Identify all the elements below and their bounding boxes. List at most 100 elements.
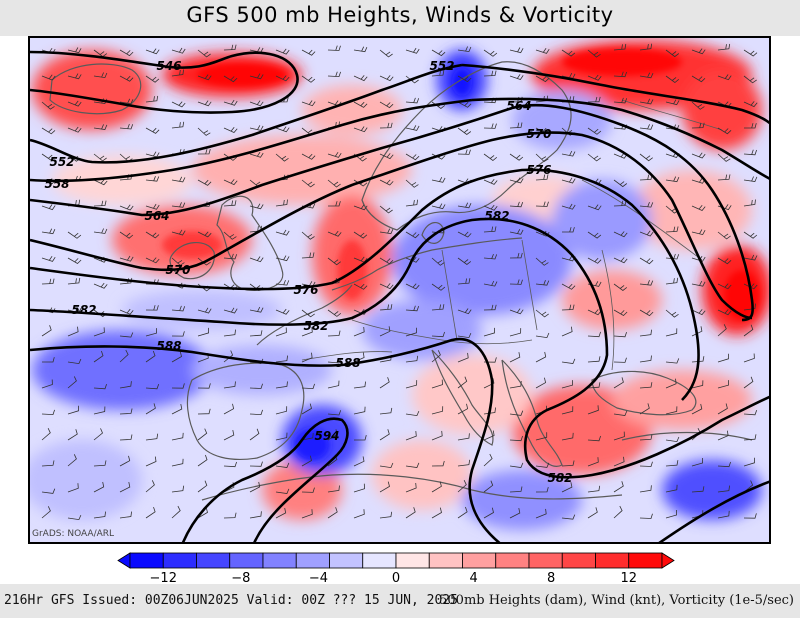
wind-barb <box>561 432 574 441</box>
wind-barb <box>457 231 472 238</box>
wind-barb <box>275 355 288 363</box>
contour-564-west <box>30 106 513 217</box>
contour-label: 558 <box>44 177 69 191</box>
wind-barb <box>535 377 547 389</box>
wind-barb <box>587 507 598 519</box>
wind-barb <box>457 257 472 266</box>
wind-barb <box>275 488 290 494</box>
wind-barb <box>197 127 211 136</box>
wind-barb <box>275 308 290 315</box>
wind-barb <box>249 256 264 263</box>
wind-barb <box>353 352 365 363</box>
wind-barb <box>717 174 731 181</box>
wind-barb <box>639 403 650 415</box>
title-bar: GFS 500 mb Heights, Winds & Vorticity <box>0 0 800 36</box>
wind-barb <box>197 49 211 58</box>
wind-barb <box>223 253 238 260</box>
wind-barb <box>145 231 160 239</box>
wind-barb <box>613 179 628 188</box>
wind-barb <box>509 410 524 416</box>
wind-barb <box>41 460 55 467</box>
wind-barb <box>483 378 495 389</box>
wind-barb <box>275 255 290 262</box>
wind-barb <box>639 461 653 467</box>
contour-label: 570 <box>165 263 190 277</box>
wind-barb <box>197 74 212 81</box>
wind-barb <box>639 355 652 363</box>
wind-barb <box>743 176 758 182</box>
contour-label: 582 <box>303 319 328 333</box>
wind-barb <box>561 358 576 364</box>
colorbar-tick-label: −8 <box>231 571 250 585</box>
wind-barb <box>119 231 134 239</box>
wind-barb <box>171 69 184 77</box>
wind-barb <box>301 75 316 83</box>
wind-barb <box>275 48 290 55</box>
wind-barb <box>639 153 653 162</box>
wind-barb <box>691 48 706 55</box>
wind-barb <box>457 332 472 339</box>
wind-barb <box>509 381 522 389</box>
wind-barb <box>509 462 524 468</box>
wind-barb <box>509 486 523 493</box>
wind-barb <box>509 229 524 235</box>
wind-barb <box>119 349 129 363</box>
wind-barb <box>587 153 601 162</box>
wind-barb <box>353 509 365 519</box>
wind-barb <box>145 176 160 182</box>
wind-barb <box>587 49 601 58</box>
wind-barb <box>249 306 264 313</box>
wind-barb <box>613 431 625 441</box>
wind-barb <box>249 203 264 210</box>
wind-barb <box>613 309 628 316</box>
wind-barb <box>535 47 550 54</box>
wind-barb <box>249 330 263 337</box>
wind-barb <box>327 151 342 158</box>
wind-barb <box>171 331 185 337</box>
wind-barb <box>613 377 624 389</box>
wind-barb <box>275 279 290 286</box>
contour-label: 576 <box>293 283 318 297</box>
wind-barb <box>561 406 574 415</box>
colorbar-max-arrow <box>661 552 675 569</box>
wind-barb <box>743 101 758 108</box>
contour-558-east <box>471 97 769 180</box>
wind-barb <box>587 74 602 81</box>
wind-barb <box>561 326 573 337</box>
chart-title: GFS 500 mb Heights, Winds & Vorticity <box>186 3 614 27</box>
wind-barb <box>483 480 494 493</box>
wind-barb <box>587 435 601 442</box>
wind-barb <box>405 410 420 417</box>
wind-barb <box>561 177 576 184</box>
wind-barb <box>509 328 522 337</box>
wind-barb <box>379 49 393 58</box>
wind-barb <box>353 204 368 211</box>
wind-barb <box>483 280 498 287</box>
wind-barb <box>431 406 444 415</box>
wind-barb <box>743 75 757 84</box>
wind-barb <box>535 257 549 266</box>
wind-barb <box>665 358 680 364</box>
wind-barb <box>405 462 420 468</box>
wind-barb <box>67 47 82 54</box>
wind-barb <box>691 403 703 415</box>
wind-barb <box>379 481 390 493</box>
wind-barb <box>223 307 238 314</box>
wind-barb <box>301 403 312 415</box>
wind-barb <box>483 453 493 467</box>
wind-barb <box>457 403 469 415</box>
colorbar-cell <box>162 552 197 569</box>
wind-barb <box>197 231 212 238</box>
colorbar-cell <box>462 552 497 569</box>
wind-barb <box>743 409 758 416</box>
wind-barb <box>431 177 446 183</box>
wind-barb <box>665 226 679 233</box>
wind-barb <box>431 430 443 441</box>
wind-barb <box>717 430 729 441</box>
colorbar-cell <box>595 552 630 569</box>
contour-576 <box>30 168 700 401</box>
wind-barb <box>639 201 654 208</box>
wind-barb <box>639 309 654 317</box>
wind-barb <box>353 456 365 467</box>
wind-barb <box>197 454 208 467</box>
